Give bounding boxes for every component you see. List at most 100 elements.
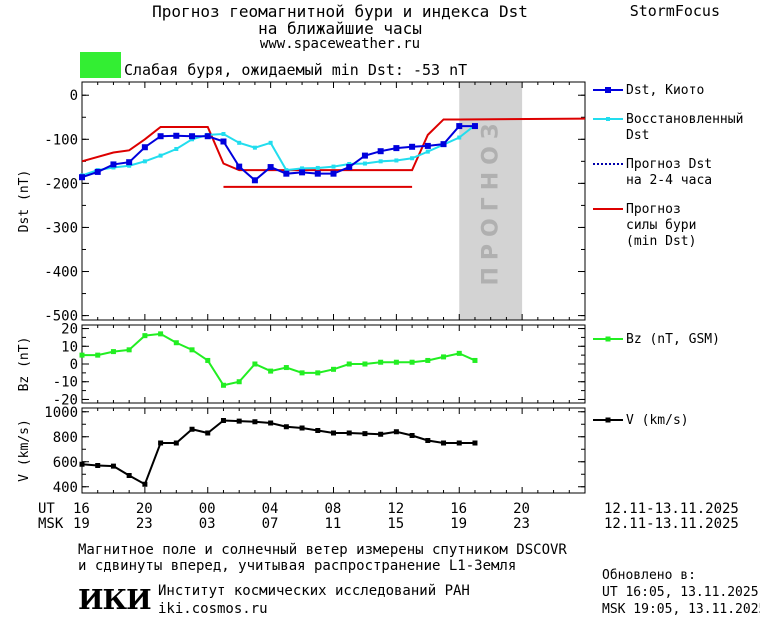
bz-point <box>79 352 85 358</box>
legend-dst-restored-2: Dst <box>626 128 650 143</box>
y-tick-label: 10 <box>61 339 78 355</box>
dst-restored-point <box>252 145 257 150</box>
v-point <box>425 438 431 443</box>
dst-kyoto-point <box>251 177 258 184</box>
v-line <box>81 419 475 486</box>
v-point <box>409 433 415 438</box>
v-point <box>315 428 321 433</box>
dst-kyoto-point <box>440 141 447 148</box>
v-point <box>79 461 85 467</box>
dst-restored-point <box>362 161 367 166</box>
legend-forecast-2: на 2-4 часа <box>626 173 713 188</box>
storm-level-badge <box>80 52 121 78</box>
dst-restored-point <box>315 165 320 170</box>
y-tick-label: -100 <box>44 132 78 148</box>
ut-axis-label: UT <box>38 501 55 517</box>
dst-kyoto-point <box>173 132 180 139</box>
updated-msk: MSK 19:05, 13.11.2025 <box>602 602 760 617</box>
storm-forecast-line <box>81 117 586 172</box>
bz-point <box>110 349 116 355</box>
y-tick-label: 0 <box>70 88 78 104</box>
dst-kyoto-point <box>79 174 85 181</box>
v-point <box>220 418 226 423</box>
msk-tick-label: 23 <box>135 516 153 532</box>
y-axis-label-3: V (km/s) <box>17 419 32 482</box>
bz-point <box>142 333 148 339</box>
v-point <box>456 440 462 446</box>
y-tick-label: 800 <box>53 430 78 446</box>
y-axis-label-1: Dst (nT) <box>17 170 32 233</box>
v-point <box>236 418 242 424</box>
dst-restored-point <box>284 168 289 173</box>
v-point <box>346 430 352 436</box>
bz-point <box>425 357 431 363</box>
dst-restored-point <box>457 135 462 140</box>
legend-v-swatch-marker <box>605 417 611 423</box>
chart-title-line2: на ближайшие часы <box>258 19 422 38</box>
y-tick-label: -20 <box>53 392 78 408</box>
dst-restored-point <box>378 159 383 164</box>
bz-point <box>283 365 289 371</box>
y-tick-label: -400 <box>44 265 78 281</box>
dst-kyoto-point <box>220 138 227 145</box>
v-point <box>158 440 164 446</box>
bz-point <box>456 350 462 356</box>
y-tick-label: -500 <box>44 309 78 325</box>
site-url[interactable]: www.spaceweather.ru <box>259 36 421 52</box>
v-point <box>362 431 368 437</box>
dst-restored-point <box>111 165 116 170</box>
v-point <box>268 420 274 426</box>
dst-kyoto-point <box>330 170 337 177</box>
v-point <box>393 429 399 435</box>
legend-restored-swatch-marker <box>606 117 610 121</box>
v-point <box>378 431 384 437</box>
dst-restored-point <box>331 164 336 169</box>
v-point <box>173 440 179 446</box>
v-point <box>252 419 258 425</box>
dst-restored-point <box>425 149 430 154</box>
legend-bz: Bz (nT, GSM) <box>626 332 720 347</box>
bz-point <box>126 347 132 353</box>
y-tick-label: 1000 <box>44 405 78 421</box>
bz-point <box>409 359 415 365</box>
ut-tick-label: 16 <box>73 501 90 517</box>
ut-tick-label: 20 <box>135 501 153 517</box>
v-point <box>110 463 116 469</box>
ut-tick-label: 12 <box>387 501 405 517</box>
msk-tick-label: 11 <box>324 516 342 532</box>
y-tick-label: 600 <box>53 455 78 471</box>
dst-kyoto-point <box>157 133 164 140</box>
msk-tick-label: 19 <box>450 516 468 532</box>
bz-line <box>82 332 476 387</box>
dst-kyoto-point <box>267 164 274 171</box>
y-axis-label-2: Bz (nT) <box>17 337 32 392</box>
dst-kyoto-point <box>346 164 353 171</box>
ut-date-range: 12.11-13.11.2025 <box>604 501 739 517</box>
y-tick-label: 400 <box>53 480 78 496</box>
dst-restored-point <box>237 140 242 145</box>
ut-tick-label: 16 <box>450 501 468 517</box>
msk-axis-label: MSK <box>38 516 64 532</box>
dst-kyoto-point <box>189 133 196 140</box>
v-point <box>299 425 305 431</box>
legend-storm-2: силы бури <box>626 218 697 233</box>
msk-date-range: 12.11-13.11.2025 <box>604 516 739 532</box>
dst-restored-point <box>300 166 305 171</box>
v-point <box>126 473 132 478</box>
forecast-band <box>459 82 523 320</box>
dst-kyoto-point <box>314 170 321 177</box>
dst-kyoto-point <box>110 161 117 168</box>
legend-storm-1: Прогноз <box>626 202 681 217</box>
y-tick-label: -200 <box>44 176 78 192</box>
forecast-band-label: ПРОГНОЗ <box>479 116 504 285</box>
dst-kyoto-point <box>409 143 416 150</box>
bz-point <box>189 347 195 353</box>
footer-line1: Магнитное поле и солнечный ветер измерен… <box>78 542 567 558</box>
ut-tick-label: 00 <box>198 501 216 517</box>
dst-restored-line <box>81 124 476 177</box>
dst-kyoto-point <box>456 123 463 130</box>
dst-restored-point <box>268 140 273 145</box>
bz-point <box>236 379 242 385</box>
institute-site[interactable]: iki.cosmos.ru <box>158 601 268 617</box>
